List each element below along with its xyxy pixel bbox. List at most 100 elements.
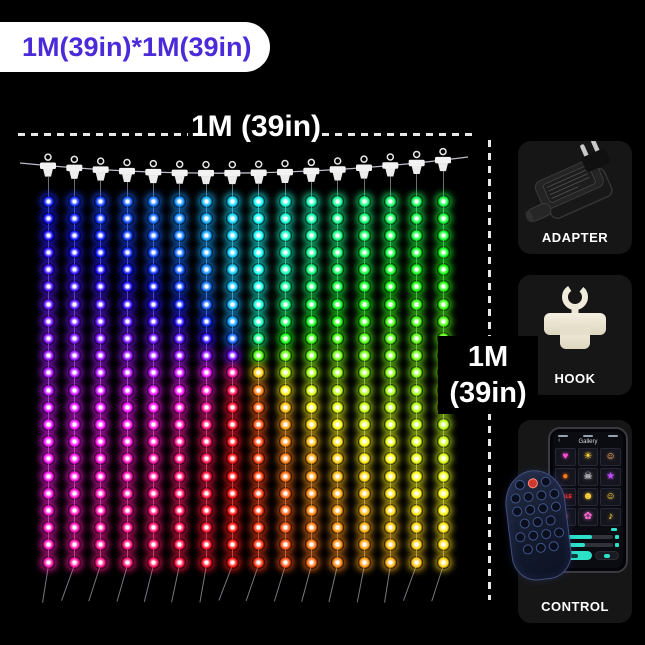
- led-light: [410, 297, 424, 311]
- led-light: [120, 263, 134, 277]
- led-light: [436, 263, 450, 277]
- strand-tail: [328, 564, 339, 603]
- led-light: [252, 314, 266, 328]
- led-light: [67, 280, 81, 294]
- led-light: [410, 521, 424, 535]
- led-light: [225, 417, 239, 431]
- led-light: [357, 538, 371, 552]
- led-light: [252, 486, 266, 500]
- led-light: [199, 417, 213, 431]
- led-light: [41, 228, 55, 242]
- led-light: [41, 332, 55, 346]
- led-light: [120, 194, 134, 208]
- led-light: [173, 246, 187, 260]
- led-light: [67, 555, 81, 569]
- phone-primary-button: [557, 551, 592, 560]
- led-light: [146, 503, 160, 517]
- led-light: [173, 417, 187, 431]
- led-light: [357, 486, 371, 500]
- led-light: [225, 521, 239, 535]
- led-light: [331, 521, 345, 535]
- led-light: [252, 194, 266, 208]
- led-light: [146, 538, 160, 552]
- led-light: [436, 469, 450, 483]
- strand-tail: [143, 564, 154, 602]
- led-light: [304, 452, 318, 466]
- led-light: [331, 366, 345, 380]
- led-light: [199, 521, 213, 535]
- led-light: [436, 417, 450, 431]
- led-light: [146, 400, 160, 414]
- led-light: [41, 503, 55, 517]
- led-light: [357, 246, 371, 260]
- led-light: [67, 417, 81, 431]
- led-light: [383, 435, 397, 449]
- remote-button: [548, 488, 560, 500]
- led-light: [225, 349, 239, 363]
- led-light: [304, 246, 318, 260]
- led-light: [94, 452, 108, 466]
- led-light: [94, 263, 108, 277]
- strand-tail: [356, 564, 365, 603]
- led-light: [199, 400, 213, 414]
- led-light: [252, 280, 266, 294]
- led-light: [383, 452, 397, 466]
- led-light: [436, 521, 450, 535]
- flower-icon: ✿: [577, 508, 599, 526]
- adapter-icon: [525, 141, 613, 223]
- led-light: [252, 417, 266, 431]
- led-light: [357, 314, 371, 328]
- led-light: [199, 332, 213, 346]
- led-light: [41, 194, 55, 208]
- led-light: [357, 263, 371, 277]
- led-light: [41, 366, 55, 380]
- led-light: [173, 280, 187, 294]
- led-light: [41, 211, 55, 225]
- led-light: [383, 211, 397, 225]
- led-light: [410, 417, 424, 431]
- led-light: [252, 349, 266, 363]
- led-light: [173, 366, 187, 380]
- led-light: [94, 349, 108, 363]
- strand-tail: [383, 564, 391, 603]
- led-light: [173, 228, 187, 242]
- led-light: [94, 314, 108, 328]
- led-light: [304, 417, 318, 431]
- led-light: [199, 194, 213, 208]
- led-light: [383, 246, 397, 260]
- led-light: [278, 486, 292, 500]
- led-light: [304, 297, 318, 311]
- led-light: [383, 538, 397, 552]
- led-light: [357, 452, 371, 466]
- strand-tail: [273, 564, 286, 602]
- remote-button: [519, 518, 531, 530]
- led-light: [120, 383, 134, 397]
- led-light: [94, 194, 108, 208]
- led-light: [304, 228, 318, 242]
- led-light: [304, 194, 318, 208]
- led-light: [94, 383, 108, 397]
- led-light: [146, 555, 160, 569]
- led-light: [225, 383, 239, 397]
- led-light: [67, 349, 81, 363]
- cat-icon: ☺: [600, 448, 621, 466]
- led-light: [94, 280, 108, 294]
- led-light: [146, 228, 160, 242]
- led-light: [41, 297, 55, 311]
- led-light: [304, 211, 318, 225]
- led-light: [173, 486, 187, 500]
- led-light: [436, 555, 450, 569]
- led-light: [252, 555, 266, 569]
- led-light: [41, 538, 55, 552]
- led-light: [94, 211, 108, 225]
- led-light: [173, 469, 187, 483]
- led-light: [278, 314, 292, 328]
- width-dimension-label: 1M (39in): [190, 110, 322, 143]
- led-light: [41, 263, 55, 277]
- led-light: [383, 486, 397, 500]
- led-light: [331, 280, 345, 294]
- led-light: [67, 211, 81, 225]
- led-light: [331, 400, 345, 414]
- led-light: [252, 332, 266, 346]
